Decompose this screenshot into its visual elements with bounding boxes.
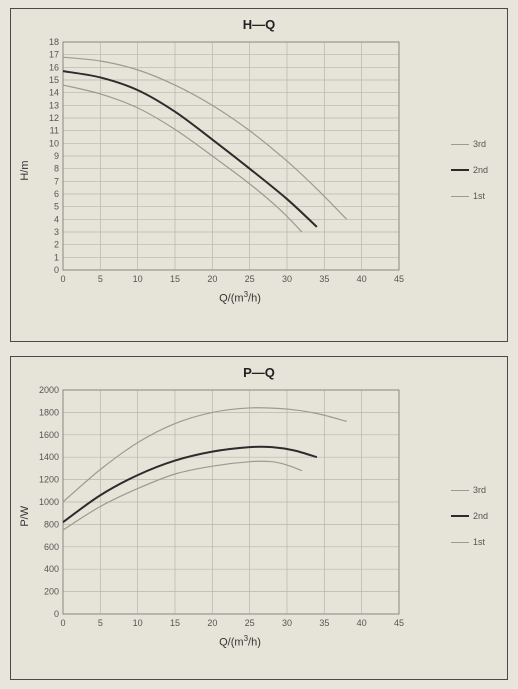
legend-label: 1st	[473, 537, 485, 547]
pq-xtick: 45	[394, 618, 404, 628]
hq-ytick: 18	[49, 37, 59, 47]
hq-legend-item-3rd: 3rd	[451, 139, 501, 149]
hq-legend: 3rd 2nd 1st	[445, 36, 501, 305]
hq-ytick: 14	[49, 88, 59, 98]
hq-ytick: 12	[49, 113, 59, 123]
hq-series-1st	[63, 85, 302, 232]
legend-label: 2nd	[473, 511, 488, 521]
pq-ytick: 1600	[39, 430, 59, 440]
pq-legend: 3rd 2nd 1st	[445, 384, 501, 649]
pq-ytick: 200	[44, 587, 59, 597]
hq-ytick: 15	[49, 75, 59, 85]
pq-xtick: 0	[60, 618, 65, 628]
pq-series-3rd	[63, 408, 347, 502]
hq-xtick: 5	[98, 274, 103, 284]
hq-ytick: 6	[54, 189, 59, 199]
hq-ytick: 11	[50, 126, 59, 136]
pq-xtick: 20	[207, 618, 217, 628]
hq-svg: 0510152025303540450123456789101112131415…	[35, 36, 405, 288]
hq-plot-area: 0510152025303540450123456789101112131415…	[35, 36, 405, 288]
legend-swatch-icon	[451, 169, 469, 171]
pq-xtick: 30	[282, 618, 292, 628]
hq-xtick: 40	[357, 274, 367, 284]
pq-legend-item-1st: 1st	[451, 537, 501, 547]
legend-swatch-icon	[451, 196, 469, 197]
pq-svg: 0 5 10 15 20 25 30 35 40 45 0 200 400 600 800 1000 1200 1…	[35, 384, 405, 632]
hq-chart-panel: H—Q H/m 05101520253035404501234567891011…	[10, 8, 508, 342]
hq-ytick: 9	[54, 151, 59, 161]
pq-ytick: 1400	[39, 452, 59, 462]
legend-swatch-icon	[451, 515, 469, 517]
pq-ytick: 0	[54, 609, 59, 619]
pq-xtick: 10	[133, 618, 143, 628]
hq-series-3rd	[63, 57, 347, 219]
hq-xtick: 15	[170, 274, 180, 284]
pq-ytick: 1000	[39, 497, 59, 507]
pq-ytick: 1200	[39, 475, 59, 485]
pq-ytick: 800	[44, 519, 59, 529]
pq-ytick: 2000	[39, 385, 59, 395]
legend-label: 3rd	[473, 485, 486, 495]
legend-swatch-icon	[451, 490, 469, 491]
legend-swatch-icon	[451, 144, 469, 145]
pq-chart-body: P/W 0 5 10 15 20 25 30 35 40 45 0 200 400 600 800 1000 1…	[17, 384, 501, 649]
pq-y-axis-label: P/W	[17, 384, 35, 649]
hq-ytick: 17	[49, 50, 59, 60]
hq-ytick: 0	[54, 265, 59, 275]
legend-swatch-icon	[451, 542, 469, 543]
legend-label: 2nd	[473, 165, 488, 175]
pq-ytick: 600	[44, 542, 59, 552]
pq-xtick: 15	[170, 618, 180, 628]
pq-plot-area: 0 5 10 15 20 25 30 35 40 45 0 200 400 600 800 1000 1200 1…	[35, 384, 405, 632]
hq-xtick: 25	[245, 274, 255, 284]
legend-label: 3rd	[473, 139, 486, 149]
hq-xtick: 20	[207, 274, 217, 284]
hq-ytick: 10	[49, 138, 59, 148]
pq-chart-title: P—Q	[17, 365, 501, 380]
hq-ytick: 7	[54, 176, 59, 186]
hq-xtick: 45	[394, 274, 404, 284]
hq-plot-wrap: 0510152025303540450123456789101112131415…	[35, 36, 445, 305]
hq-ytick: 2	[54, 240, 59, 250]
hq-ytick: 16	[49, 62, 59, 72]
pq-xtick: 35	[319, 618, 329, 628]
pq-series-2nd	[63, 447, 317, 523]
hq-ytick: 13	[49, 100, 59, 110]
hq-ytick: 4	[54, 214, 59, 224]
hq-xtick: 0	[60, 274, 65, 284]
hq-y-axis-label: H/m	[17, 36, 35, 305]
hq-xtick: 10	[133, 274, 143, 284]
hq-ytick: 5	[54, 202, 59, 212]
pq-ytick: 400	[44, 564, 59, 574]
pq-legend-item-3rd: 3rd	[451, 485, 501, 495]
hq-chart-title: H—Q	[17, 17, 501, 32]
pq-xtick: 5	[98, 618, 103, 628]
pq-x-axis-label: Q/(m3/h)	[35, 634, 445, 649]
pq-xtick: 40	[357, 618, 367, 628]
hq-xtick: 30	[282, 274, 292, 284]
hq-ytick: 3	[54, 227, 59, 237]
hq-x-axis-label: Q/(m3/h)	[35, 290, 445, 305]
hq-legend-item-1st: 1st	[451, 191, 501, 201]
pq-legend-item-2nd: 2nd	[451, 511, 501, 521]
hq-chart-body: H/m 051015202530354045012345678910111213…	[17, 36, 501, 305]
legend-label: 1st	[473, 191, 485, 201]
pq-xtick: 25	[245, 618, 255, 628]
pq-chart-panel: P—Q P/W 0 5 10 15 20 25 30 35 40 45 0 200 400 600 800 1…	[10, 356, 508, 680]
page: H—Q H/m 05101520253035404501234567891011…	[0, 0, 518, 689]
hq-xtick: 35	[319, 274, 329, 284]
pq-ytick: 1800	[39, 407, 59, 417]
hq-ytick: 8	[54, 164, 59, 174]
hq-legend-item-2nd: 2nd	[451, 165, 501, 175]
hq-ytick: 1	[54, 252, 59, 262]
pq-plot-wrap: 0 5 10 15 20 25 30 35 40 45 0 200 400 600 800 1000 1200 1…	[35, 384, 445, 649]
